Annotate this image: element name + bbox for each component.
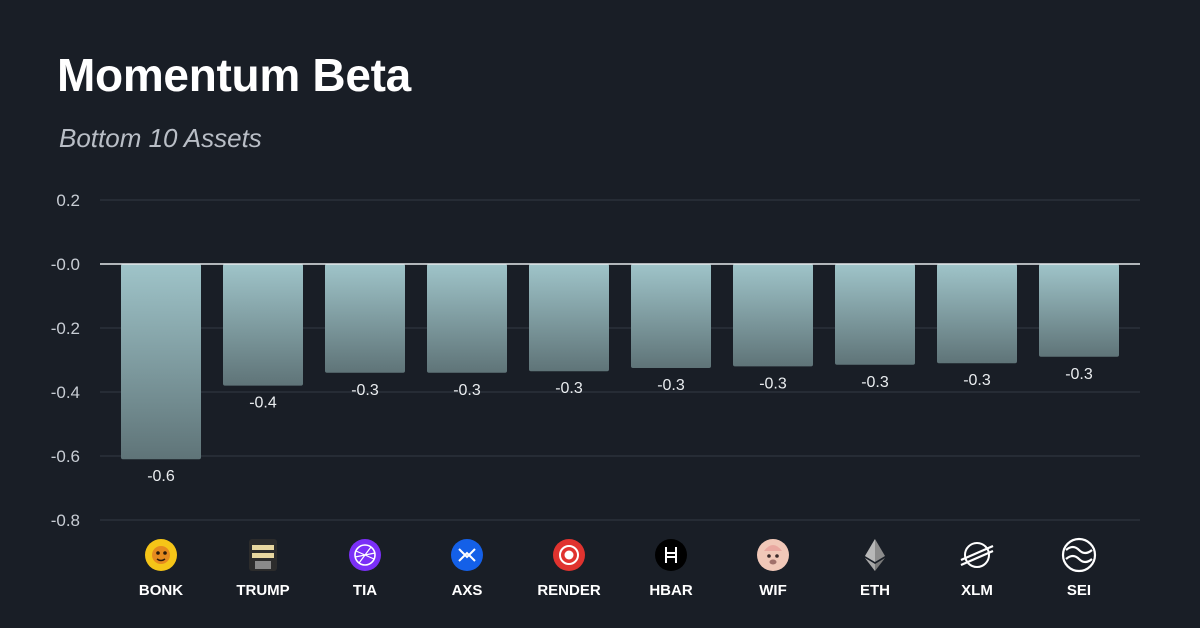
axs-icon (451, 539, 483, 571)
data-label: -0.3 (1065, 366, 1093, 383)
x-tick-label: WIF (759, 582, 787, 599)
hbar-icon (655, 539, 687, 571)
bar-trump (223, 264, 303, 386)
render-icon (553, 539, 585, 571)
wif-icon (757, 539, 789, 571)
x-tick-label: TRUMP (236, 582, 289, 599)
trump-icon (249, 539, 277, 571)
data-label: -0.3 (861, 374, 889, 391)
x-tick-label: AXS (452, 582, 483, 599)
y-tick-label: -0.2 (51, 319, 80, 338)
bars (121, 264, 1119, 460)
y-tick-label: 0.2 (56, 191, 80, 210)
bar-tia (325, 264, 405, 373)
data-label: -0.3 (555, 380, 583, 397)
data-label: -0.4 (249, 395, 277, 412)
bonk-icon (145, 539, 177, 571)
bar-hbar (631, 264, 711, 368)
data-label: -0.3 (963, 372, 991, 389)
y-tick-label: -0.8 (51, 511, 80, 530)
bar-eth (835, 264, 915, 365)
bar-bonk (121, 264, 201, 460)
eth-icon (865, 539, 885, 571)
x-tick-label: TIA (353, 582, 377, 599)
chart-subtitle: Bottom 10 Assets (59, 123, 262, 153)
chart-title: Momentum Beta (57, 49, 411, 101)
sei-icon (1061, 537, 1097, 573)
bar-render (529, 264, 609, 372)
data-label: -0.3 (351, 382, 379, 399)
bar-sei (1039, 264, 1119, 357)
x-tick-label: RENDER (537, 582, 601, 599)
x-tick-label: SEI (1067, 582, 1091, 599)
bar-axs (427, 264, 507, 373)
x-tick-label: XLM (961, 582, 993, 599)
data-label: -0.3 (759, 375, 787, 392)
asset-icons (145, 537, 1097, 573)
y-tick-label: -0.6 (51, 447, 80, 466)
bar-xlm (937, 264, 1017, 364)
tia-icon (349, 539, 381, 571)
y-tick-label: -0.0 (51, 255, 80, 274)
data-label: -0.3 (453, 382, 481, 399)
x-tick-label: HBAR (649, 582, 692, 599)
x-tick-label: BONK (139, 582, 183, 599)
x-tick-label: ETH (860, 582, 890, 599)
bar-wif (733, 264, 813, 367)
x-axis-labels: BONK TRUMP TIA AXS RENDER HBAR WIF ETH XLM SEI (139, 582, 1091, 599)
data-labels: -0.6 -0.4 -0.3 -0.3 -0.3 -0.3 -0.3 -0.3 -0.3 -0.3 (147, 366, 1093, 485)
y-axis-ticks: 0.2 -0.0 -0.2 -0.4 -0.6 -0.8 (51, 191, 80, 530)
data-label: -0.3 (657, 377, 685, 394)
xlm-icon (960, 542, 994, 568)
data-label: -0.6 (147, 468, 175, 485)
y-tick-label: -0.4 (51, 383, 80, 402)
